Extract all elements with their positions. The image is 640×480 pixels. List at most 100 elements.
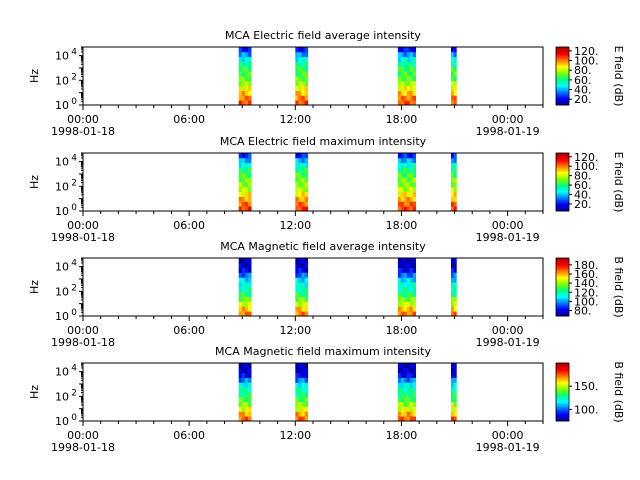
heatmap-cell	[238, 182, 243, 188]
y-tick-exponent: 4	[71, 259, 77, 269]
colorbar-cell	[556, 259, 569, 262]
heatmap-cell	[406, 201, 411, 207]
heatmap-cell	[304, 262, 309, 269]
heatmap-cell	[453, 387, 457, 393]
colorbar-tick-label: 120.	[574, 45, 599, 58]
heatmap-cell	[298, 157, 302, 164]
heatmap-cell	[453, 157, 457, 164]
heatmap-cell	[298, 287, 302, 293]
heatmap-cell	[244, 287, 249, 293]
heatmap-cell	[247, 262, 252, 269]
heatmap-cell	[301, 56, 305, 62]
heatmap-cell	[298, 186, 302, 193]
heatmap-cell	[397, 387, 402, 393]
heatmap-cell	[453, 95, 457, 101]
heatmap-cell	[247, 71, 252, 77]
colorbar-tick-label: 120.	[574, 151, 599, 164]
heatmap-cell	[301, 100, 305, 106]
colorbar-tick-label: 40.	[574, 84, 592, 97]
heatmap-cell	[301, 61, 305, 67]
colorbar-cell	[556, 295, 569, 298]
heatmap-cell	[244, 196, 249, 202]
heatmap-cell	[406, 177, 411, 183]
heatmap-cell	[238, 382, 243, 388]
heatmap-cell	[298, 76, 302, 82]
heatmap-cell	[295, 416, 299, 422]
heatmap-cell	[451, 56, 455, 62]
colorbar-cell	[556, 407, 569, 410]
colorbar-cell	[556, 412, 569, 415]
heatmap-cell	[406, 196, 411, 202]
colorbar-cell	[556, 51, 569, 54]
heatmap-cell	[412, 272, 417, 278]
colorbar-cell	[556, 405, 569, 407]
colorbar-cell	[556, 184, 569, 187]
heatmap-cell	[451, 157, 455, 164]
heatmap-cell	[453, 56, 457, 62]
heatmap-cell	[451, 406, 455, 412]
colorbar-cell	[556, 177, 569, 180]
heatmap-cell	[406, 363, 411, 369]
heatmap-cell	[295, 387, 299, 393]
heatmap-cell	[241, 157, 246, 164]
heatmap-cell	[295, 306, 299, 312]
heatmap-cell	[412, 296, 417, 302]
x-tick-label: 00:00	[492, 113, 524, 126]
heatmap-cell	[409, 306, 414, 312]
heatmap-cell	[295, 51, 299, 58]
heatmap-cell	[403, 306, 408, 312]
heatmap-cell	[397, 90, 402, 96]
x-tick-label: 12:00	[279, 429, 311, 442]
heatmap-cell	[406, 311, 411, 317]
heatmap-cell	[298, 258, 302, 264]
heatmap-cell	[298, 363, 302, 369]
heatmap-cell	[406, 392, 411, 398]
heatmap-cell	[406, 411, 411, 417]
heatmap-cell	[412, 262, 417, 269]
heatmap-cell	[244, 80, 249, 87]
y-tick-label: 10	[55, 310, 69, 323]
heatmap-cell	[403, 416, 408, 422]
heatmap-cell	[247, 287, 252, 293]
heatmap-cell	[453, 90, 457, 96]
heatmap-cell	[451, 76, 455, 82]
heatmap-cell	[295, 196, 299, 202]
colorbar-cell	[556, 153, 569, 155]
heatmap-cell	[451, 153, 455, 159]
heatmap-cell	[238, 172, 243, 178]
heatmap-cell	[453, 406, 457, 412]
heatmap-cell	[298, 85, 302, 91]
colorbar-cell	[556, 402, 569, 404]
heatmap-cell	[403, 80, 408, 87]
heatmap-cell	[406, 301, 411, 307]
heatmap-cell	[400, 291, 405, 298]
heatmap-cell	[409, 272, 414, 278]
heatmap-cell	[409, 167, 414, 173]
heatmap-cell	[453, 311, 457, 317]
heatmap-cell	[453, 258, 457, 264]
heatmap-cell	[295, 100, 299, 106]
heatmap-cell	[247, 382, 252, 388]
y-tick-label: 10	[55, 366, 69, 379]
colorbar-cell	[556, 394, 569, 397]
heatmap-cell	[247, 282, 252, 288]
heatmap-cell	[301, 51, 305, 58]
heatmap-cell	[397, 95, 402, 101]
heatmap-cell	[400, 66, 405, 72]
x-tick-label: 18:00	[386, 324, 418, 337]
heatmap-cell	[453, 267, 457, 273]
heatmap-cell	[295, 157, 299, 164]
colorbar-cell	[556, 410, 569, 413]
heatmap-cell	[295, 367, 299, 374]
heatmap-cell	[295, 287, 299, 293]
colorbar-cell	[556, 386, 569, 389]
heatmap-cell	[295, 401, 299, 407]
heatmap-cell	[295, 167, 299, 173]
heatmap-cell	[244, 258, 249, 264]
colorbar-cell	[556, 70, 569, 73]
heatmap-cell	[241, 201, 246, 207]
heatmap-cell	[400, 262, 405, 269]
heatmap-cell	[453, 306, 457, 312]
heatmap-cell	[451, 311, 455, 317]
heatmap-cell	[412, 90, 417, 96]
